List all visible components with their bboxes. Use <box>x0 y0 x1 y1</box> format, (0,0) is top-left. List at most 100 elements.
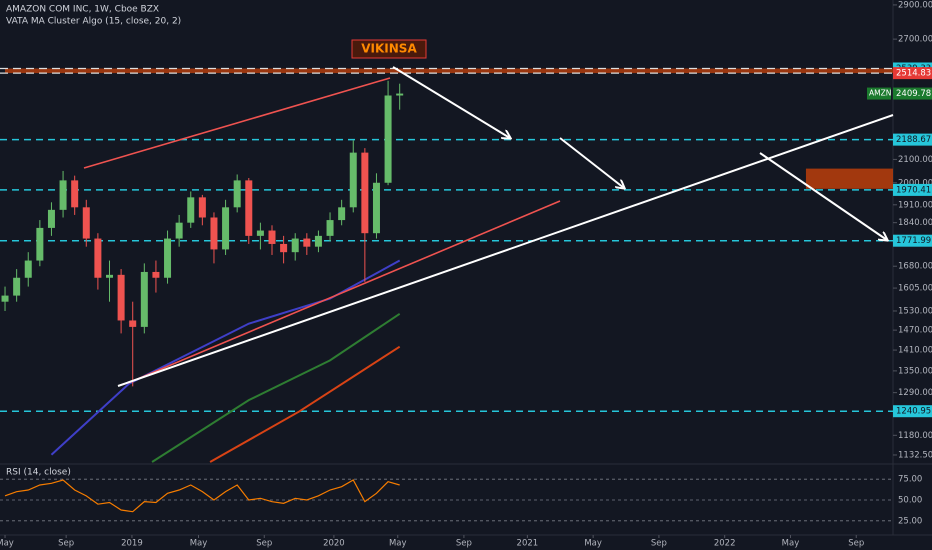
candle-body <box>384 95 392 183</box>
rsi-tick-label: 75.00 <box>898 475 922 485</box>
last-price: 2409.78 <box>896 89 931 99</box>
price-label-box <box>893 133 932 146</box>
moving-average <box>209 345 401 463</box>
candle-body <box>140 271 148 327</box>
indicator-title: VATA MA Cluster Algo (15, close, 20, 2) <box>6 17 181 27</box>
y-tick-label: 1290.00 <box>898 388 932 398</box>
x-tick-label: May <box>0 539 14 549</box>
price-label-box <box>893 67 932 80</box>
last-price-box <box>893 87 932 100</box>
candle-body <box>268 230 276 244</box>
candle-body <box>24 260 32 278</box>
candle-body <box>59 180 67 210</box>
drawings <box>83 66 894 387</box>
y-tick-label: 2100.00 <box>898 155 932 165</box>
rsi-line <box>4 479 400 513</box>
watermark-box <box>351 39 427 59</box>
y-tick-label: 1180.00 <box>898 431 932 441</box>
candle-body <box>349 152 357 208</box>
price-label-box <box>893 405 932 418</box>
price-label-box <box>893 183 932 196</box>
x-tick-label: Sep <box>651 539 667 549</box>
price-label-box <box>893 234 932 247</box>
candle-body <box>245 180 253 236</box>
y-tick-label: 1680.00 <box>898 262 932 272</box>
x-tick-label: Sep <box>58 539 74 549</box>
y-tick-label: 1410.00 <box>898 346 932 356</box>
arrow <box>392 66 510 138</box>
arrow <box>559 137 624 188</box>
trend-line <box>127 200 561 384</box>
x-tick-label: 2019 <box>121 539 143 549</box>
y-tick-label: 1530.00 <box>898 306 932 316</box>
candle-body <box>210 217 218 250</box>
price-label: 2514.83 <box>896 69 931 79</box>
candle-body <box>280 243 288 253</box>
resistance-zone <box>5 68 893 74</box>
x-tick-label: May <box>782 539 800 549</box>
price-label: 1240.95 <box>896 407 931 417</box>
candle-body <box>82 207 90 239</box>
candle-body <box>187 197 195 223</box>
trend-line <box>83 77 391 169</box>
x-tick-label: 2021 <box>517 539 539 549</box>
rsi-tick-label: 50.00 <box>898 496 922 506</box>
x-tick-label: May <box>190 539 208 549</box>
moving-average <box>50 259 401 456</box>
arrow <box>759 152 887 240</box>
candle-body <box>71 180 79 208</box>
price-label: 1771.99 <box>896 236 931 246</box>
candle-body <box>164 238 172 278</box>
candle-body <box>338 207 346 221</box>
candle-body <box>94 238 102 278</box>
candle-body <box>36 227 44 261</box>
y-tick-label: 1605.00 <box>898 284 932 294</box>
x-tick-label: Sep <box>456 539 472 549</box>
y-tick-label: 2700.00 <box>898 35 932 45</box>
x-tick-label: 2020 <box>323 539 345 549</box>
candle-body <box>291 238 299 253</box>
x-tick-label: Sep <box>848 539 864 549</box>
moving-average <box>151 312 401 463</box>
candle-body <box>314 235 322 247</box>
candle-body <box>105 274 113 278</box>
candle-body <box>303 238 311 247</box>
watermark: VIKINSA <box>361 42 417 56</box>
y-tick-label: 1840.00 <box>898 218 932 228</box>
candle-body <box>361 152 369 234</box>
x-tick-label: May <box>584 539 602 549</box>
y-tick-label: 1470.00 <box>898 326 932 336</box>
symbol-label: AMZN <box>869 89 891 98</box>
target-zone <box>805 168 893 189</box>
candle-body <box>233 180 241 208</box>
candle-body <box>256 230 264 236</box>
candle-body <box>152 271 160 278</box>
price-scale <box>893 0 932 550</box>
x-tick-label: Sep <box>256 539 272 549</box>
symbol-box <box>867 87 891 100</box>
candle-body <box>13 277 21 296</box>
x-tick-label: May <box>389 539 407 549</box>
y-tick-label: 1132.50 <box>898 450 932 460</box>
y-tick-label: 2000.00 <box>898 178 932 188</box>
candle-body <box>129 320 137 327</box>
y-tick-label: 1910.00 <box>898 200 932 210</box>
rsi-title: RSI (14, close) <box>6 468 71 478</box>
candle-body <box>396 93 404 96</box>
price-label: 1970.41 <box>896 185 931 195</box>
candle-body <box>372 182 380 234</box>
y-tick-label: 2900.00 <box>898 0 932 10</box>
chart-title: AMAZON COM INC, 1W, Cboe BZX <box>6 5 159 15</box>
price-label: 2188.67 <box>896 135 931 145</box>
rsi-tick-label: 25.00 <box>898 516 922 526</box>
candle-body <box>175 222 183 239</box>
candle-body <box>326 220 334 236</box>
trend-line <box>117 114 894 387</box>
candle-body <box>222 207 230 250</box>
candle-body <box>117 274 125 321</box>
candle-body <box>198 197 206 218</box>
y-tick-label: 1350.00 <box>898 366 932 376</box>
candle-body <box>1 295 9 302</box>
candle-body <box>47 209 55 228</box>
